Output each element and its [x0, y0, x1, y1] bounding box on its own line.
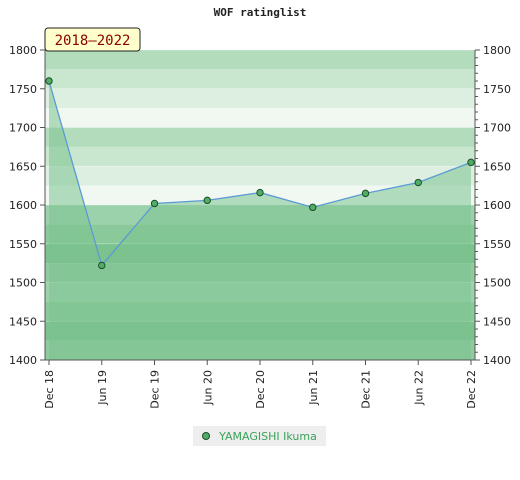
- y-tick-label-left: 1400: [9, 354, 37, 367]
- legend-marker: [202, 432, 210, 440]
- y-tick-label-right: 1750: [483, 83, 511, 96]
- x-tick-label: Dec 19: [149, 370, 162, 409]
- background-band: [45, 147, 475, 166]
- y-tick-label-right: 1600: [483, 199, 511, 212]
- data-point: [151, 200, 157, 206]
- legend-label: YAMAGISHI Ikuma: [219, 430, 317, 443]
- y-tick-label-left: 1500: [9, 277, 37, 290]
- data-point: [204, 197, 210, 203]
- x-tick-label: Dec 21: [360, 370, 373, 409]
- x-tick-label: Dec 22: [465, 370, 478, 409]
- x-tick-label: Jun 20: [201, 370, 214, 406]
- data-point: [99, 262, 105, 268]
- data-point: [362, 190, 368, 196]
- y-tick-label-right: 1800: [483, 44, 511, 57]
- data-point: [468, 159, 474, 165]
- period-badge: 2018–2022: [45, 28, 140, 51]
- x-tick-label: Dec 20: [254, 370, 267, 409]
- y-tick-label-right: 1650: [483, 160, 511, 173]
- background-band: [45, 89, 475, 108]
- y-tick-label-right: 1550: [483, 238, 511, 251]
- x-tick-label: Jun 19: [96, 370, 109, 406]
- y-tick-label-left: 1450: [9, 315, 37, 328]
- background-band: [45, 50, 475, 69]
- data-point: [310, 204, 316, 210]
- y-tick-label-left: 1650: [9, 160, 37, 173]
- x-tick-label: Jun 21: [307, 370, 320, 406]
- legend: YAMAGISHI Ikuma: [193, 426, 326, 446]
- data-point: [257, 189, 263, 195]
- y-tick-label-left: 1750: [9, 83, 37, 96]
- background-band: [45, 108, 475, 127]
- x-tick-label: Jun 22: [412, 370, 425, 406]
- data-point: [46, 78, 52, 84]
- background-band: [45, 128, 475, 147]
- background-band: [45, 166, 475, 185]
- y-tick-label-left: 1600: [9, 199, 37, 212]
- y-tick-label-right: 1500: [483, 277, 511, 290]
- y-tick-label-right: 1450: [483, 315, 511, 328]
- y-tick-label-right: 1400: [483, 354, 511, 367]
- y-tick-label-left: 1700: [9, 122, 37, 135]
- y-tick-label-left: 1550: [9, 238, 37, 251]
- period-badge-label: 2018–2022: [55, 33, 131, 49]
- data-point: [415, 179, 421, 185]
- x-tick-label: Dec 18: [43, 370, 56, 409]
- y-tick-label-right: 1700: [483, 122, 511, 135]
- background-band: [45, 69, 475, 88]
- y-tick-label-left: 1800: [9, 44, 37, 57]
